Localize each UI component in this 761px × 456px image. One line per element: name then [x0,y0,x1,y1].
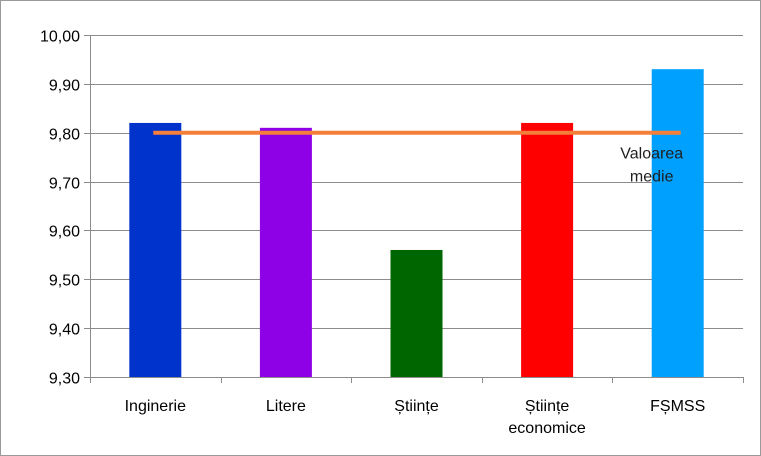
y-tick-label: 9,50 [49,273,80,290]
y-tick-label: 9,70 [49,176,80,193]
bar [651,69,704,377]
y-tick-label: 9,30 [49,371,80,388]
bar [129,122,182,377]
bar [259,127,312,377]
x-category-label: Inginerie [125,398,186,415]
y-tick-label: 9,90 [49,78,80,95]
y-tick-label: 9,80 [49,127,80,144]
y-tick-label: 9,40 [49,322,80,339]
x-category-label: Științe economice [508,398,585,437]
x-category-label: Științe [394,398,439,415]
average-line-label: Valoarea medie [620,146,683,186]
y-tick-label: 9,60 [49,224,80,241]
bar [390,249,443,377]
bars [129,69,704,377]
x-category-label: Litere [266,398,306,415]
bar [521,122,574,377]
x-category-label: FȘMSS [650,398,705,415]
axes [90,35,744,383]
labels: 9,30 9,40 9,50 9,60 9,70 9,80 9,90 10,00 Inginer… [40,29,705,438]
y-tick-label: 10,00 [40,29,80,46]
